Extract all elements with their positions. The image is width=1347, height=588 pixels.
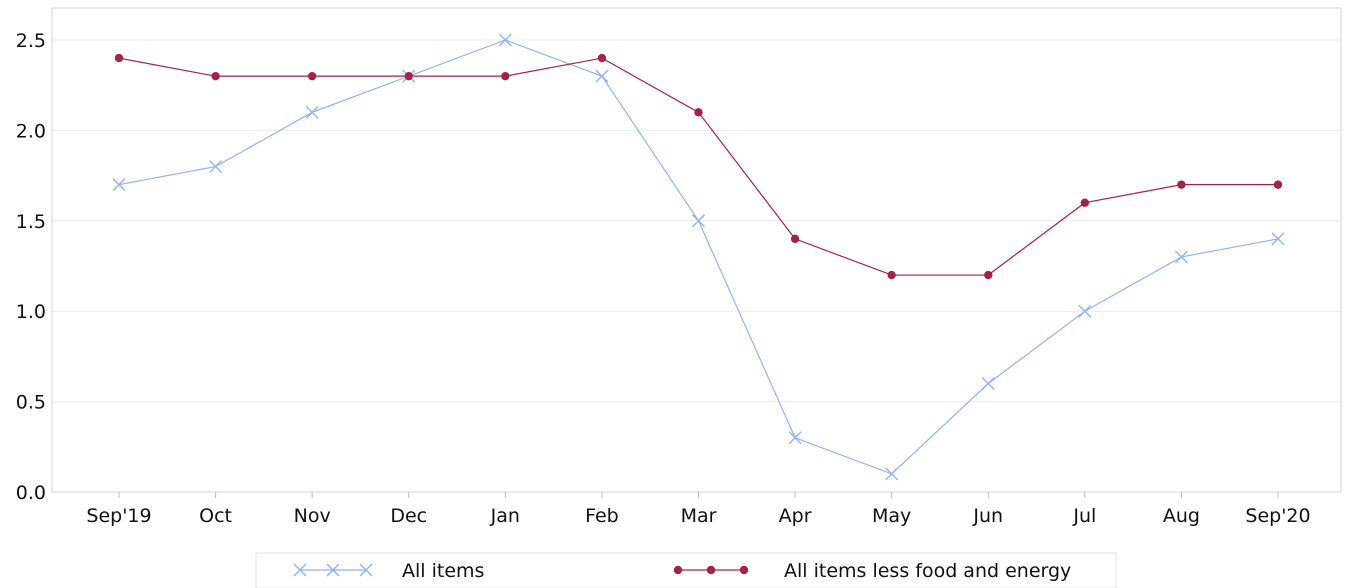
series-1 xyxy=(112,33,1285,481)
series-line xyxy=(118,57,1278,276)
x-tick-label: Oct xyxy=(199,505,232,527)
series-lines xyxy=(112,33,1285,481)
data-point-dot-marker xyxy=(1080,198,1090,207)
legend-x-marker xyxy=(359,563,373,577)
data-point-dot-marker xyxy=(1177,180,1186,189)
x-tick-label: Jun xyxy=(972,505,1003,527)
x-tick-label: Nov xyxy=(294,505,331,527)
x-tick-label: Aug xyxy=(1163,505,1200,527)
y-tick-label: 2.5 xyxy=(16,30,46,52)
data-point-x-marker xyxy=(1271,232,1285,246)
x-axis-ticks: Sep'19 Oct Nov Dec Jan Feb Mar Apr May Jun Jul Aug S… xyxy=(86,492,1311,527)
data-point-x-marker xyxy=(981,377,995,391)
data-point-x-marker xyxy=(595,69,609,83)
x-tick-label: Sep'19 xyxy=(86,505,151,527)
data-point-dot-marker xyxy=(790,234,800,244)
data-point-dot-marker xyxy=(404,71,413,81)
plot-frame xyxy=(51,7,1342,493)
data-point-x-marker xyxy=(498,33,512,47)
data-point-dot-marker xyxy=(307,71,317,81)
data-point-x-marker xyxy=(692,214,705,228)
data-point-dot-marker xyxy=(211,71,220,81)
data-point-x-marker xyxy=(209,160,223,174)
data-point-dot-marker xyxy=(501,71,510,81)
legend-x-marker xyxy=(326,563,340,577)
series-2 xyxy=(114,53,1283,280)
y-tick-label: 0.5 xyxy=(16,392,46,414)
y-tick-label: 0.0 xyxy=(16,482,46,504)
legend-dot-marker xyxy=(706,565,716,575)
x-tick-label: Mar xyxy=(681,505,717,527)
x-tick-label: Dec xyxy=(390,505,427,527)
legend-dot-marker xyxy=(673,565,683,575)
legend-box xyxy=(255,552,1117,588)
data-point-dot-marker xyxy=(984,270,993,280)
legend-label: All items xyxy=(402,560,484,582)
legend: All items All items less food and energy xyxy=(255,552,1117,588)
data-point-x-marker xyxy=(1174,250,1188,264)
gridlines xyxy=(52,39,1341,403)
y-tick-label: 2.0 xyxy=(16,120,46,142)
data-point-dot-marker xyxy=(694,108,703,117)
data-point-dot-marker xyxy=(597,53,607,63)
data-point-x-marker xyxy=(788,431,802,445)
x-tick-label: Sep'20 xyxy=(1245,505,1310,527)
x-tick-label: May xyxy=(872,505,911,527)
data-point-x-marker xyxy=(885,467,899,481)
legend-item: All items xyxy=(293,560,484,582)
legend-x-marker xyxy=(293,563,307,577)
x-tick-label: Jan xyxy=(490,505,520,527)
y-tick-label: 1.0 xyxy=(16,301,46,323)
data-point-x-marker xyxy=(1078,304,1092,318)
data-point-x-marker xyxy=(112,178,126,192)
y-tick-label: 1.5 xyxy=(16,211,46,233)
legend-dot-marker xyxy=(739,565,749,575)
legend-label: All items less food and energy xyxy=(784,560,1071,582)
data-point-dot-marker xyxy=(114,53,124,63)
data-point-dot-marker xyxy=(1273,180,1283,189)
x-tick-label: Jul xyxy=(1072,505,1096,527)
legend-item: All items less food and energy xyxy=(673,560,1071,582)
data-point-dot-marker xyxy=(887,270,896,280)
x-tick-label: Apr xyxy=(779,505,812,527)
y-axis-ticks: 0.0 0.5 1.0 1.5 2.0 2.5 xyxy=(16,30,46,504)
data-point-x-marker xyxy=(305,105,319,119)
x-tick-label: Feb xyxy=(585,505,619,527)
series-line xyxy=(118,39,1279,475)
